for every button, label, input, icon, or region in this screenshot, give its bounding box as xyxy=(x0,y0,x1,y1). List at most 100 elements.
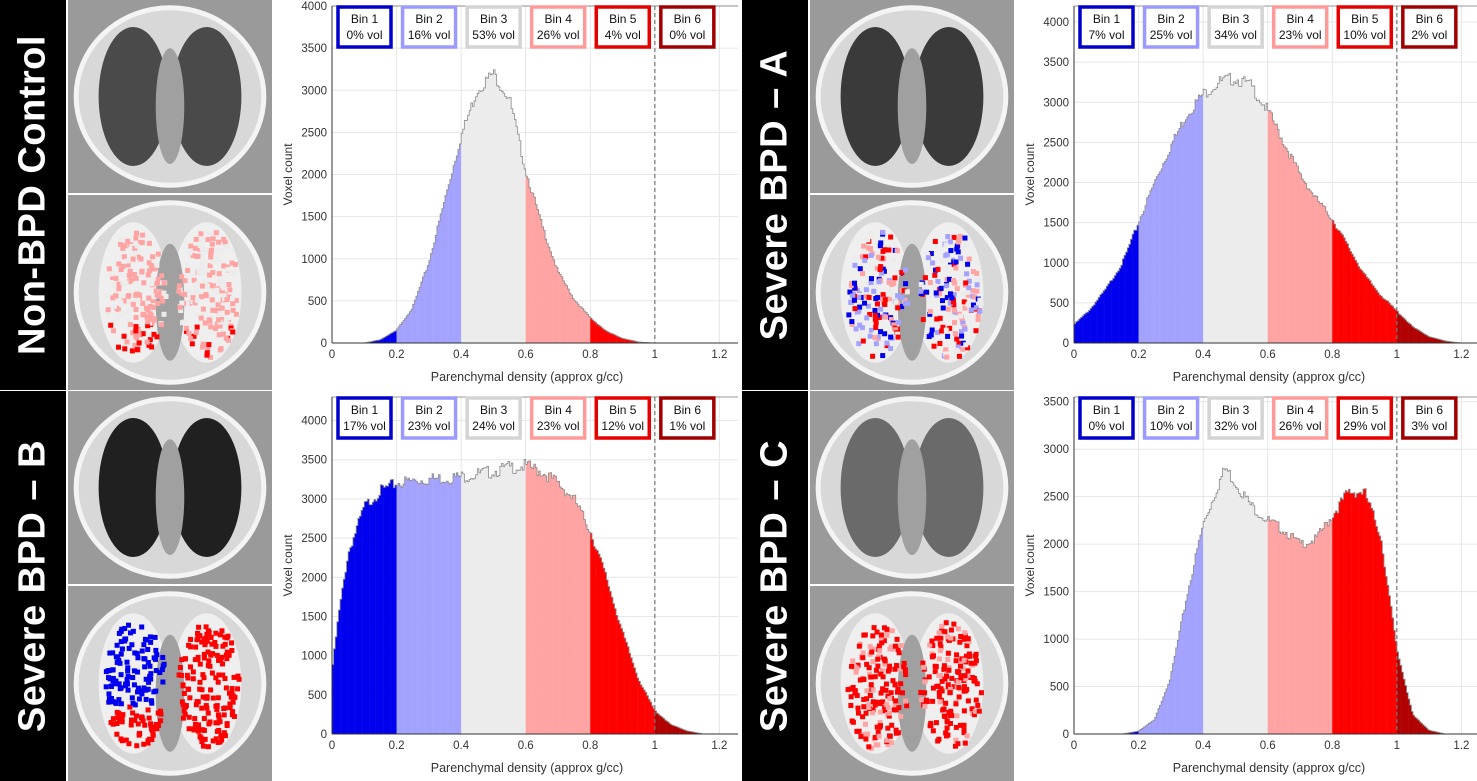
density-voxel xyxy=(901,660,907,666)
density-voxel xyxy=(206,342,212,348)
density-voxel xyxy=(886,279,892,285)
histogram-bar xyxy=(1283,146,1286,343)
histogram-bar xyxy=(1178,128,1181,343)
density-voxel xyxy=(160,679,166,685)
density-voxel xyxy=(154,726,160,732)
histogram-bar xyxy=(1228,470,1231,734)
histogram-bar xyxy=(1359,492,1362,734)
histogram-bar xyxy=(1366,498,1369,734)
histogram-bar xyxy=(1141,214,1144,343)
bin-legend-name: Bin 2 xyxy=(1157,12,1185,26)
histogram-bar xyxy=(412,478,415,734)
density-voxel xyxy=(125,238,131,244)
histogram-bar xyxy=(554,476,557,734)
density-voxel xyxy=(972,708,978,714)
histogram-bar xyxy=(1259,517,1262,734)
bin-legend-value: 4% vol xyxy=(605,28,641,42)
density-voxel xyxy=(877,709,883,715)
density-voxel xyxy=(976,708,982,714)
density-voxel xyxy=(120,263,126,269)
density-voxel xyxy=(114,731,120,737)
density-voxel xyxy=(930,685,936,691)
density-voxel xyxy=(141,642,147,648)
density-voxel xyxy=(124,659,130,665)
histogram-bar xyxy=(620,628,623,734)
density-voxel xyxy=(940,266,946,272)
histogram-bar xyxy=(1122,258,1125,343)
density-voxel xyxy=(859,254,865,260)
density-voxel xyxy=(215,247,221,253)
histogram-bar xyxy=(1183,610,1186,734)
mediastinum xyxy=(897,439,927,556)
x-tick-label: 0.6 xyxy=(518,740,534,752)
histogram-bar xyxy=(1241,78,1244,343)
density-voxel xyxy=(205,237,211,243)
density-voxel xyxy=(947,325,953,331)
histogram-bar xyxy=(388,483,391,734)
histogram-bar xyxy=(525,464,528,734)
histogram-bar xyxy=(1269,521,1272,734)
histogram-bar xyxy=(1404,319,1407,343)
density-voxel xyxy=(965,668,971,674)
panel-non-bpd-control: Non-BPD Control 0 500 1000 1500 2000 2500 3000… xyxy=(0,0,738,390)
histogram-bar xyxy=(532,193,535,343)
density-voxel xyxy=(872,312,878,318)
density-voxel xyxy=(226,282,232,288)
histogram-bar xyxy=(1204,89,1207,343)
histogram-bar xyxy=(507,97,510,343)
histogram-bar xyxy=(480,91,483,343)
histogram-bar xyxy=(1222,77,1225,343)
density-voxel xyxy=(118,651,124,657)
density-voxel xyxy=(955,626,961,632)
density-voxel xyxy=(214,706,220,712)
histogram-bar xyxy=(1356,493,1359,734)
density-voxel xyxy=(889,628,895,634)
histogram-bar xyxy=(425,270,428,343)
lung xyxy=(914,418,984,557)
histogram-bar xyxy=(1296,538,1299,734)
density-voxel xyxy=(125,665,131,671)
histogram-bar xyxy=(1279,138,1281,343)
density-voxel xyxy=(936,656,942,662)
histogram-bar xyxy=(1140,216,1143,343)
density-voxel xyxy=(918,689,924,695)
histogram-bar xyxy=(611,333,614,343)
histogram-bar xyxy=(1433,731,1436,734)
histogram-bar xyxy=(1093,304,1096,343)
density-voxel xyxy=(115,307,121,313)
density-voxel xyxy=(865,303,871,309)
density-voxel xyxy=(205,345,211,351)
density-voxel xyxy=(902,698,908,704)
density-voxel xyxy=(886,666,892,672)
density-voxel xyxy=(188,243,194,249)
histogram-bar xyxy=(1233,81,1236,343)
histogram-bar xyxy=(1408,322,1410,343)
bin-legend-name: Bin 5 xyxy=(1351,12,1379,26)
histogram-bar xyxy=(1375,526,1378,734)
density-voxel xyxy=(926,674,932,680)
density-voxel xyxy=(872,734,878,740)
density-voxel xyxy=(111,320,117,326)
density-voxel xyxy=(871,625,877,631)
histogram-bar xyxy=(440,483,443,734)
histogram-bar xyxy=(524,168,526,343)
density-voxel xyxy=(871,288,877,294)
histogram-bar xyxy=(1290,533,1293,734)
density-voxel xyxy=(958,278,964,284)
histogram-bar xyxy=(483,467,486,734)
histogram-bar xyxy=(566,285,568,343)
density-voxel xyxy=(226,294,232,300)
density-voxel xyxy=(874,724,880,730)
density-voxel xyxy=(120,712,126,718)
density-voxel xyxy=(896,650,902,656)
histogram-bar xyxy=(1387,585,1390,734)
density-voxel xyxy=(213,720,219,726)
histogram-bar xyxy=(509,97,512,343)
histogram-bar xyxy=(1422,724,1425,734)
density-voxel xyxy=(219,628,225,634)
density-voxel xyxy=(864,280,870,286)
density-voxel xyxy=(962,740,968,746)
density-voxel xyxy=(144,637,150,643)
histogram-bar xyxy=(1320,530,1323,734)
density-voxel xyxy=(114,642,120,648)
